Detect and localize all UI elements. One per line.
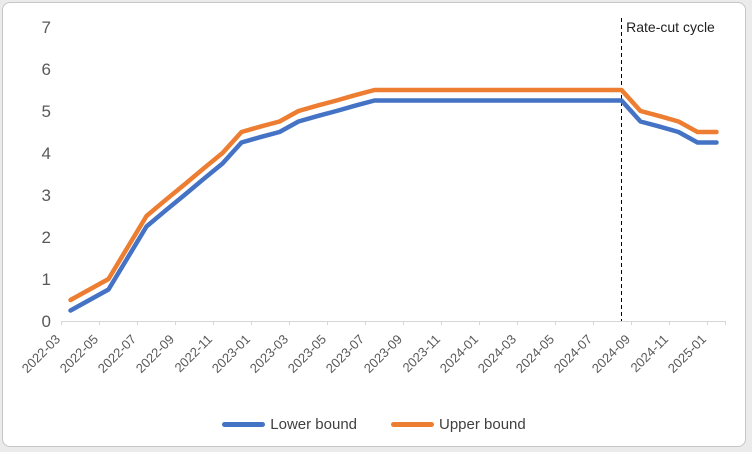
x-tick-label: 2022-03 (19, 332, 63, 376)
y-tick-label: 1 (42, 270, 51, 289)
x-tick-label: 2024-09 (589, 332, 633, 376)
x-tick-label: 2023-03 (247, 332, 291, 376)
y-tick-label: 5 (42, 102, 51, 121)
x-tick-label: 2024-05 (513, 332, 557, 376)
x-tick-label: 2025-01 (665, 332, 709, 376)
x-tick-label: 2024-11 (627, 332, 671, 376)
legend: Lower bound Upper bound (3, 411, 745, 437)
y-tick-label: 6 (42, 60, 51, 79)
rate-cut-cycle-annotation: Rate-cut cycle (626, 19, 715, 35)
legend-item-lower-bound: Lower bound (222, 416, 357, 433)
fed-funds-rate-chart: 0 1 2 3 4 5 6 7 2022-032022-052022-072022-092022… (19, 18, 726, 376)
x-tick-label: 2023-07 (323, 332, 367, 376)
series-lower-bound (68, 98, 719, 313)
legend-item-upper-bound: Upper bound (391, 416, 526, 433)
x-tick-label: 2024-03 (475, 332, 519, 376)
x-tick-label: 2022-07 (95, 332, 139, 376)
x-tick-label: 2023-11 (399, 332, 443, 376)
legend-label-upper-bound: Upper bound (439, 415, 526, 433)
y-tick-label: 7 (42, 18, 51, 37)
x-tick-label: 2022-11 (171, 332, 215, 376)
y-tick-label: 2 (42, 228, 51, 247)
series-upper-bound (68, 87, 719, 303)
x-tick-label: 2024-01 (437, 332, 481, 376)
legend-label-lower-bound: Lower bound (270, 415, 357, 433)
x-tick-label: 2024-07 (551, 332, 595, 376)
y-tick-label: 0 (42, 312, 51, 331)
x-tick-label: 2023-05 (285, 332, 329, 376)
x-tick-label: 2023-09 (361, 332, 405, 376)
x-tick-label: 2022-05 (57, 332, 101, 376)
x-tick-label: 2023-01 (209, 332, 253, 376)
legend-swatch-upper-bound (391, 421, 434, 427)
x-tick-label: 2022-09 (133, 332, 177, 376)
y-tick-label: 4 (42, 144, 51, 163)
y-tick-label: 3 (42, 186, 51, 205)
chart-frame: 0 1 2 3 4 5 6 7 2022-03 2022-05 2022-07 2022-09 2022… (2, 2, 746, 447)
legend-swatch-lower-bound (222, 421, 266, 427)
